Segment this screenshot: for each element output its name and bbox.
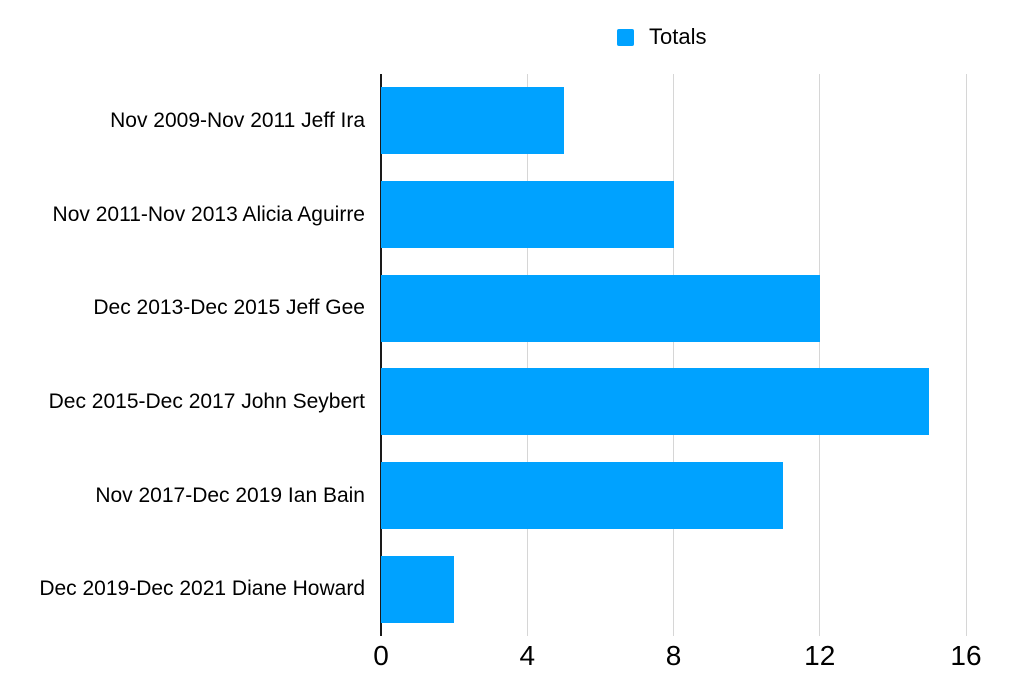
y-axis-line: [380, 74, 382, 636]
category-label: Dec 2015-Dec 2017 John Seybert: [48, 389, 365, 413]
category-axis: Nov 2009-Nov 2011 Jeff Ira Nov 2011-Nov 2…: [0, 74, 365, 636]
gridline: [526, 74, 528, 636]
bar-band: [381, 449, 966, 543]
bar-6[interactable]: [381, 555, 455, 623]
legend-label: Totals: [649, 24, 707, 49]
value-axis: 0 4 8 12 16: [373, 640, 981, 675]
bar-band: [381, 74, 966, 168]
gridline: [673, 74, 674, 636]
x-tick-label: 12: [804, 640, 836, 671]
chart-legend[interactable]: Totals: [617, 26, 706, 48]
bar-3[interactable]: [381, 274, 820, 342]
bar-4[interactable]: [381, 368, 930, 436]
category-label: Dec 2019-Dec 2021 Diane Howard: [39, 577, 365, 601]
bar-band: [381, 542, 966, 636]
category-label: Nov 2017-Dec 2019 Ian Bain: [95, 483, 365, 507]
bar-5[interactable]: [381, 462, 784, 530]
x-tick-label: 8: [665, 640, 682, 671]
x-tick-label: 16: [950, 640, 982, 671]
category-label: Dec 2013-Dec 2015 Jeff Gee: [93, 296, 365, 320]
bar-band: [381, 168, 966, 262]
bar-1[interactable]: [381, 87, 564, 155]
plot-area: [380, 74, 967, 636]
legend-swatch-icon: [617, 28, 634, 46]
bar-2[interactable]: [381, 181, 674, 248]
x-tick-label: 0: [373, 640, 389, 671]
x-tick-label: 4: [519, 640, 536, 671]
category-label: Nov 2011-Nov 2013 Alicia Aguirre: [52, 202, 365, 226]
gridline: [819, 74, 821, 636]
gridline: [965, 74, 967, 636]
category-label: Nov 2009-Nov 2011 Jeff Ira: [110, 108, 365, 132]
bar-band: [381, 355, 966, 449]
bar-band: [381, 261, 966, 355]
